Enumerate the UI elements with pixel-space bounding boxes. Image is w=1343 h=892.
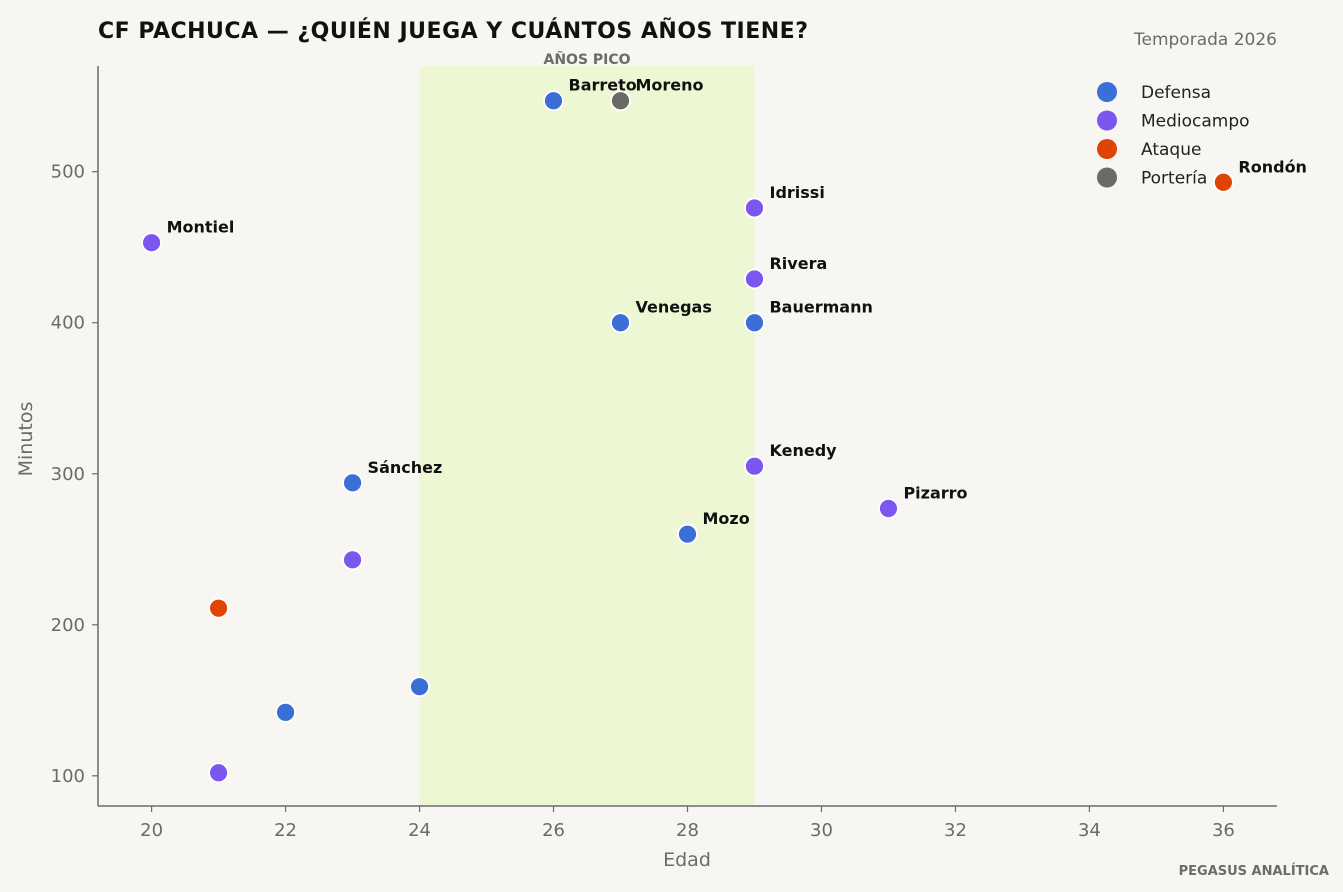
y-tick-label: 400	[51, 313, 85, 334]
x-tick-label: 30	[810, 820, 833, 841]
point-label: Idrissi	[769, 183, 824, 202]
data-point-mediocampo	[208, 762, 229, 784]
peak-age-band	[419, 66, 755, 806]
tick-layer: 20 22 24 26 28 30 32 34 36 100 200 300 400 500	[51, 162, 1235, 841]
legend-label-ataque: Ataque	[1141, 140, 1201, 160]
data-point-defensa	[342, 472, 363, 494]
point-label: Bauermann	[769, 298, 872, 317]
point-label: Barreto	[569, 76, 637, 95]
data-point-ataque	[1213, 171, 1234, 193]
data-point-mediocampo	[744, 455, 765, 477]
data-point-defensa	[543, 90, 564, 112]
y-tick-label: 500	[51, 162, 85, 183]
data-point-mediocampo	[878, 498, 899, 519]
point-label: Kenedy	[769, 441, 837, 460]
x-axis-label: Edad	[663, 849, 711, 871]
point-label: Mozo	[703, 509, 750, 528]
x-tick-label: 24	[408, 820, 431, 841]
data-point-defensa	[610, 312, 631, 334]
point-label: Rivera	[769, 254, 827, 273]
peak-age-band-label: AÑOS PICO	[543, 51, 630, 68]
point-label: Moreno	[636, 76, 704, 95]
point-label: Rondón	[1238, 157, 1307, 176]
x-tick-label: 20	[140, 820, 163, 841]
legend-label-mediocampo: Mediocampo	[1141, 112, 1250, 132]
legend-label-defensa: Defensa	[1141, 83, 1211, 103]
x-tick-label: 36	[1212, 820, 1235, 841]
legend-marker-portera	[1097, 167, 1117, 188]
data-point-defensa	[677, 523, 698, 545]
points-layer	[141, 90, 1234, 784]
x-tick-label: 32	[944, 820, 967, 841]
data-point-defensa	[409, 676, 430, 698]
data-point-defensa	[744, 312, 765, 334]
y-tick-label: 300	[51, 464, 85, 485]
data-point-defensa	[275, 701, 296, 723]
chart-title: CF PACHUCA — ¿QUIÉN JUEGA Y CUÁNTOS AÑOS…	[98, 18, 808, 44]
point-label: Montiel	[167, 218, 235, 237]
point-labels-layer: Barreto Venegas Bauermann Sánchez Mozo Idriss…	[167, 76, 1307, 528]
x-tick-label: 26	[542, 820, 565, 841]
x-tick-label: 22	[274, 820, 297, 841]
data-point-mediocampo	[342, 549, 363, 571]
legend-marker-mediocampo	[1097, 110, 1117, 131]
point-label: Venegas	[636, 298, 712, 317]
legend-label-portera: Portería	[1141, 169, 1207, 189]
data-point-mediocampo	[141, 232, 162, 254]
x-tick-label: 28	[676, 820, 699, 841]
legend-marker-ataque	[1097, 139, 1117, 159]
point-label: Sánchez	[368, 458, 443, 477]
data-point-portera	[610, 90, 631, 112]
peak-age-band-layer: AÑOS PICO	[419, 51, 755, 806]
point-label: Pizarro	[903, 483, 967, 502]
y-tick-label: 200	[51, 615, 85, 636]
x-tick-label: 34	[1078, 820, 1101, 841]
y-axis-label: Minutos	[15, 402, 37, 477]
data-point-mediocampo	[744, 268, 765, 290]
y-tick-label: 100	[51, 766, 85, 787]
credit-text: PEGASUS ANALÍTICA	[1179, 863, 1329, 879]
data-point-mediocampo	[744, 197, 765, 219]
data-point-ataque	[208, 597, 229, 619]
chart-subtitle: Temporada 2026	[1133, 30, 1277, 50]
legend-marker-defensa	[1097, 82, 1117, 102]
legend: Defensa Mediocampo Ataque Portería	[1097, 82, 1250, 189]
